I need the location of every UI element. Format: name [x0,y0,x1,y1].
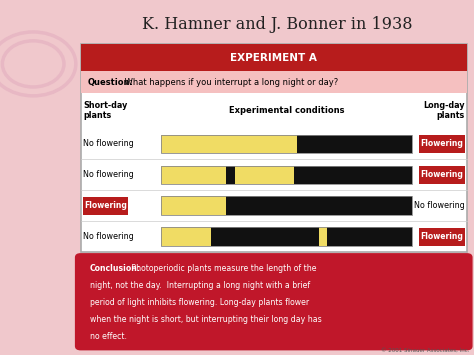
Text: © 2001 Sinauer Associates, Inc.: © 2001 Sinauer Associates, Inc. [381,348,469,353]
Text: Flowering: Flowering [84,201,127,210]
FancyBboxPatch shape [75,253,473,350]
Text: Question:: Question: [88,77,134,87]
Text: when the night is short, but interrupting their long day has: when the night is short, but interruptin… [90,315,322,324]
Bar [161,165,227,184]
Bar [319,227,327,246]
Bar [419,228,465,246]
Bar [161,227,211,246]
Text: No flowering: No flowering [83,170,134,179]
Text: Flowering: Flowering [420,232,464,241]
Bar [161,196,412,215]
Bar [161,227,412,246]
Text: No flowering: No flowering [83,232,134,241]
Text: What happens if you interrupt a long night or day?: What happens if you interrupt a long nig… [122,77,338,87]
Bar [235,165,294,184]
Text: Flowering: Flowering [420,170,464,179]
Bar [297,135,412,153]
Text: no effect.: no effect. [90,332,127,341]
Bar [161,196,227,215]
Text: Experimental conditions: Experimental conditions [229,106,345,115]
Bar [81,44,467,71]
Text: Photoperiodic plants measure the length of the: Photoperiodic plants measure the length … [129,264,317,273]
Bar [227,165,235,184]
Text: Long-day
plants: Long-day plants [423,101,465,120]
Text: night, not the day.  Interrupting a long night with a brief: night, not the day. Interrupting a long … [90,281,310,290]
Bar [227,196,412,215]
Bar [161,135,297,153]
Bar [419,135,465,153]
Text: K. Hamner and J. Bonner in 1938: K. Hamner and J. Bonner in 1938 [142,16,412,33]
Bar [161,165,412,184]
Bar [161,135,412,153]
Bar [211,227,319,246]
Bar [294,165,412,184]
Bar [327,227,412,246]
Text: No flowering: No flowering [414,201,465,210]
Text: period of light inhibits flowering. Long-day plants flower: period of light inhibits flowering. Long… [90,298,309,307]
Text: No flowering: No flowering [83,140,134,148]
Text: Flowering: Flowering [420,140,464,148]
Bar [81,71,467,93]
Bar [81,44,467,252]
Text: EXPERIMENT A: EXPERIMENT A [230,53,317,63]
Bar [83,197,128,215]
Text: Short-day
plants: Short-day plants [83,101,128,120]
Bar [419,166,465,184]
Text: Conclusion:: Conclusion: [90,264,141,273]
